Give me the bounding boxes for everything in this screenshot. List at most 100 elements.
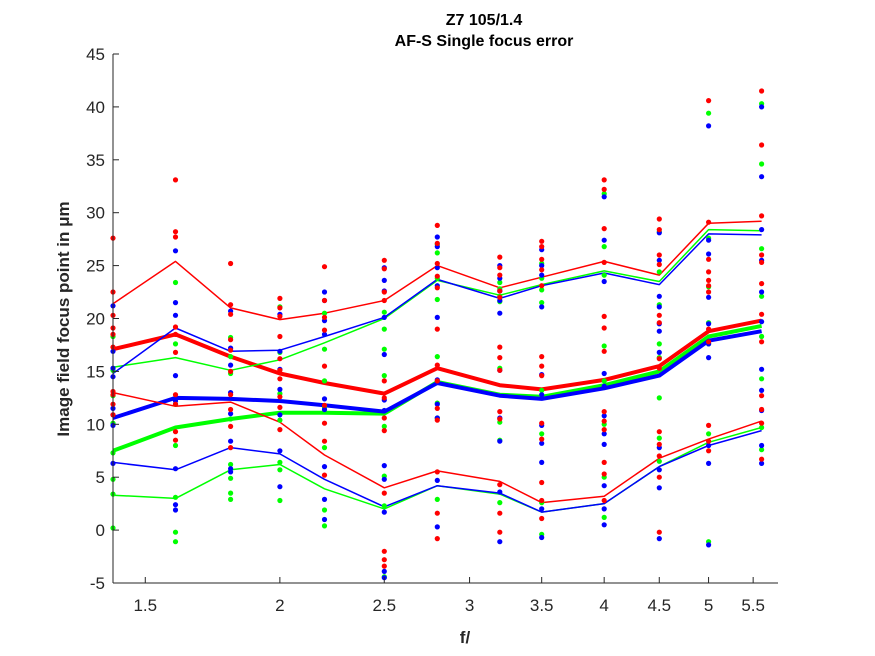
data-point-red xyxy=(381,428,387,434)
data-point-red xyxy=(434,222,440,228)
data-point-red xyxy=(497,265,503,271)
data-point-green xyxy=(172,341,179,347)
data-point-green xyxy=(172,279,179,286)
data-point-blue xyxy=(172,502,179,508)
data-point-blue xyxy=(277,484,283,490)
data-point-red xyxy=(601,186,607,192)
data-point-red xyxy=(759,281,765,287)
data-point-green xyxy=(497,279,503,286)
data-point-blue xyxy=(434,314,440,320)
y-tick-label: 35 xyxy=(86,151,105,170)
data-point-green xyxy=(321,310,328,316)
data-point-blue xyxy=(381,568,387,575)
data-point-green xyxy=(228,496,234,502)
data-point-blue xyxy=(601,506,607,512)
data-point-red xyxy=(656,429,662,435)
data-point-red xyxy=(497,344,503,350)
data-point-red xyxy=(228,392,234,398)
data-point-blue xyxy=(539,459,545,465)
x-tick-label: 2 xyxy=(275,596,284,615)
data-point-blue xyxy=(759,387,765,393)
data-point-red xyxy=(381,415,387,421)
data-point-red xyxy=(497,416,503,422)
data-point-red xyxy=(656,227,662,233)
data-point-red xyxy=(434,285,440,291)
data-point-red xyxy=(381,266,387,272)
data-point-red xyxy=(539,244,545,250)
data-point-red xyxy=(706,289,712,295)
data-point-red xyxy=(759,393,765,399)
data-point-green xyxy=(656,341,662,347)
data-point-red xyxy=(228,347,234,353)
data-point-red xyxy=(497,510,503,516)
y-tick-label: 15 xyxy=(86,362,105,381)
data-point-blue xyxy=(277,448,283,454)
x-tick-label: 5.5 xyxy=(741,596,765,615)
data-point-blue xyxy=(759,366,765,372)
data-point-red xyxy=(434,362,440,368)
data-point-blue xyxy=(321,516,328,523)
data-point-red xyxy=(228,368,234,374)
data-point-blue xyxy=(601,441,607,447)
data-point-blue xyxy=(321,406,328,413)
data-point-green xyxy=(706,431,712,437)
data-point-green xyxy=(321,507,328,513)
data-point-red xyxy=(759,311,765,317)
data-point-red xyxy=(759,88,765,94)
data-point-red xyxy=(759,142,765,148)
data-point-red xyxy=(706,448,712,454)
data-point-red xyxy=(228,311,234,317)
data-point-red xyxy=(601,427,607,433)
y-tick-label: 0 xyxy=(96,521,105,540)
data-point-blue xyxy=(434,265,440,271)
data-point-green xyxy=(601,514,607,521)
data-point-blue xyxy=(277,386,283,392)
data-point-blue xyxy=(381,407,387,414)
x-tick-label: 4.5 xyxy=(647,596,671,615)
sample-points xyxy=(110,88,765,581)
data-point-green xyxy=(321,523,328,529)
data-point-green xyxy=(381,346,387,352)
data-point-blue xyxy=(228,438,234,444)
data-point-green xyxy=(759,376,765,382)
data-point-red xyxy=(172,437,179,443)
data-point-blue xyxy=(497,310,503,316)
data-point-red xyxy=(172,324,179,330)
data-point-green xyxy=(759,161,765,167)
data-point-blue xyxy=(706,321,712,327)
data-point-red xyxy=(539,373,545,379)
data-point-blue xyxy=(539,304,545,310)
data-point-green xyxy=(321,445,328,451)
data-point-blue xyxy=(656,349,662,355)
data-point-red xyxy=(656,261,662,268)
data-point-blue xyxy=(172,300,179,306)
data-point-blue xyxy=(381,476,387,482)
data-point-blue xyxy=(228,469,234,475)
data-point-blue xyxy=(656,293,662,299)
data-point-red xyxy=(277,305,283,311)
data-point-red xyxy=(539,420,545,426)
data-point-red xyxy=(321,420,328,426)
data-point-blue xyxy=(172,312,179,318)
data-point-green xyxy=(321,378,328,384)
data-point-blue xyxy=(381,509,387,515)
data-point-red xyxy=(656,474,662,480)
data-point-red xyxy=(228,423,234,429)
data-point-red xyxy=(601,177,607,183)
data-point-blue xyxy=(381,314,387,320)
data-point-green xyxy=(172,529,179,535)
y-axis-label: Image field focus point in μm xyxy=(54,201,73,436)
data-point-red xyxy=(321,438,328,444)
data-point-blue xyxy=(759,289,765,295)
data-point-blue xyxy=(381,277,387,283)
data-point-blue xyxy=(601,383,607,389)
data-point-red xyxy=(706,98,712,104)
data-point-red xyxy=(706,219,712,225)
data-point-red xyxy=(321,363,328,369)
data-point-red xyxy=(656,356,662,362)
data-point-red xyxy=(539,238,545,244)
data-point-green xyxy=(172,539,179,545)
x-tick-label: 4 xyxy=(599,596,608,615)
data-point-blue xyxy=(321,289,328,295)
